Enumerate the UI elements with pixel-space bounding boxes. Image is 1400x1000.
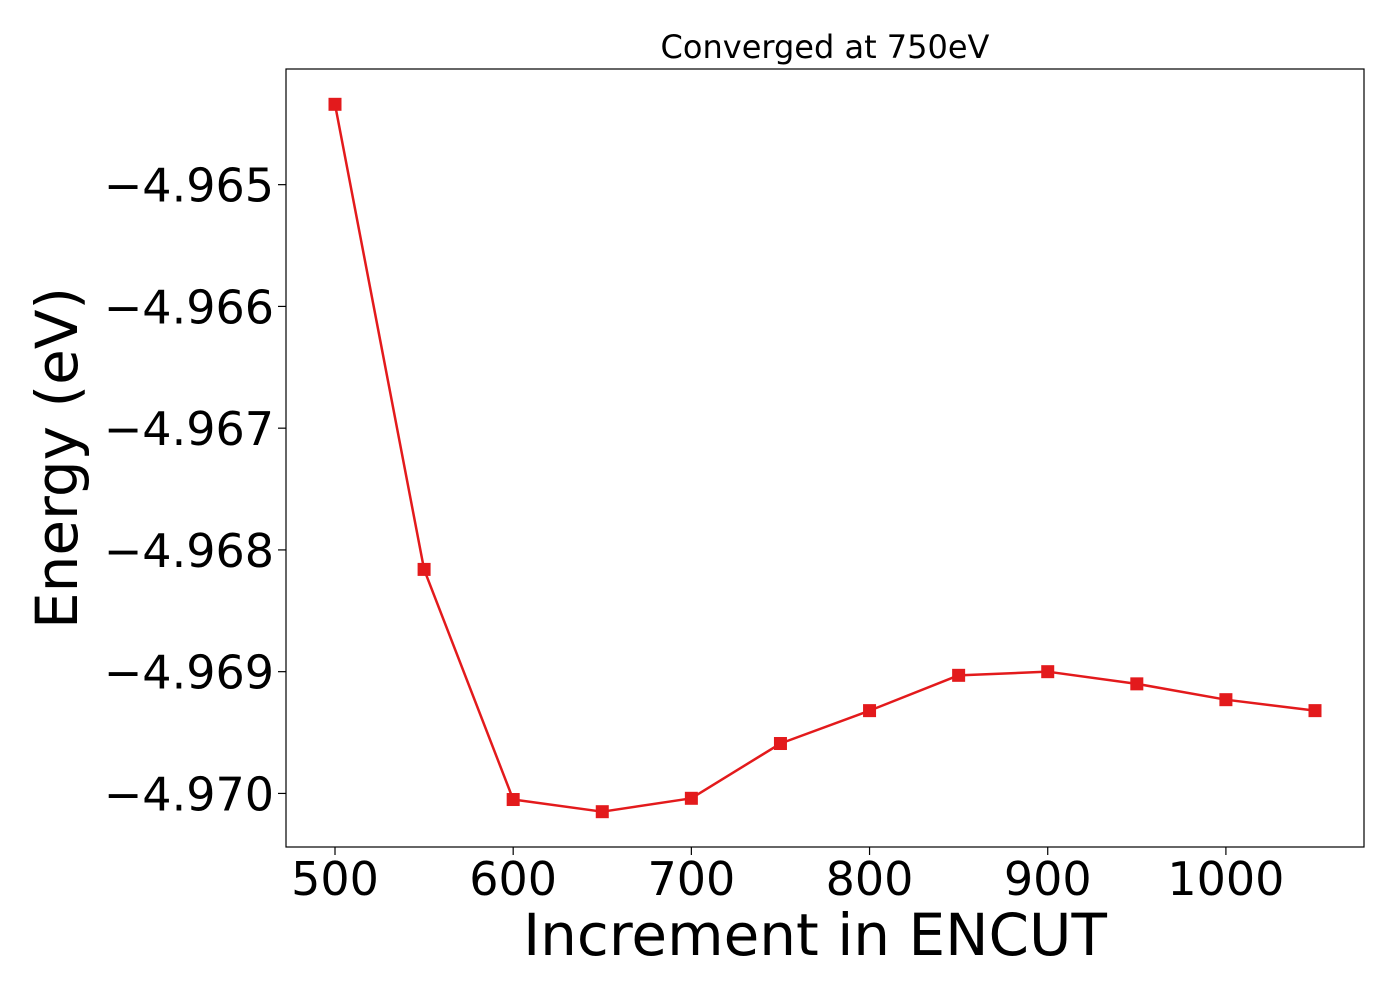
data-series (328, 97, 1322, 819)
data-point-marker (863, 704, 877, 718)
data-point-marker (595, 805, 609, 819)
y-tick-label: −4.966 (104, 280, 274, 334)
data-point-marker (1308, 704, 1322, 718)
data-point-marker (773, 737, 787, 751)
data-point-marker (417, 562, 431, 576)
x-axis-ticks: 500 600 700 800 900 1000 (291, 847, 1284, 906)
y-axis-label: Energy (eV) (23, 287, 91, 629)
plot-frame (285, 68, 1365, 848)
data-point-marker (1041, 665, 1055, 679)
x-tick-label: 900 (1004, 852, 1092, 906)
y-tick-label: −4.967 (104, 402, 274, 456)
y-tick-label: −4.968 (104, 524, 274, 578)
y-tick-label: −4.965 (104, 159, 274, 213)
y-axis-ticks: −4.965 −4.966 −4.967 −4.968 −4.969 −4.970 (104, 159, 286, 821)
x-tick-label: 800 (826, 852, 914, 906)
data-point-marker (684, 791, 698, 805)
y-tick-label: −4.970 (104, 767, 274, 821)
chart-title: Converged at 750eV (661, 28, 990, 66)
data-point-marker (328, 97, 342, 111)
data-point-marker (952, 668, 966, 682)
x-tick-label: 500 (291, 852, 379, 906)
x-tick-label: 700 (647, 852, 735, 906)
data-point-marker (1130, 677, 1144, 691)
x-tick-label: 1000 (1167, 852, 1284, 906)
x-axis-label: Increment in ENCUT (523, 901, 1107, 969)
data-point-marker (506, 793, 520, 807)
data-point-marker (1219, 693, 1233, 707)
x-tick-label: 600 (469, 852, 557, 906)
series-line (333, 104, 1316, 813)
y-tick-label: −4.969 (104, 646, 274, 700)
